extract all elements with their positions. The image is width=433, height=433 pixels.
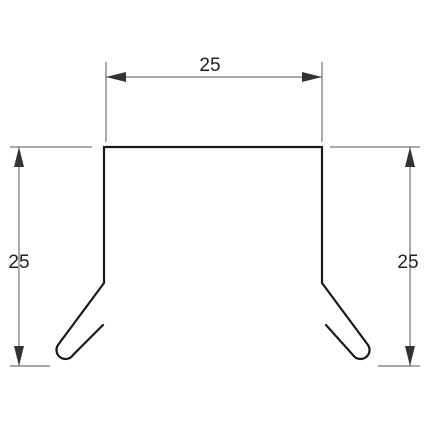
left-height-label: 25 (8, 252, 29, 273)
top-left-arrow (106, 72, 126, 82)
right-height-label: 25 (397, 252, 418, 273)
top-right-arrow (302, 72, 322, 82)
top-width-label: 25 (199, 55, 220, 76)
left-top-arrow (14, 147, 24, 167)
right-top-arrow (405, 147, 415, 167)
profile-outline (55, 145, 371, 361)
right-bottom-arrow (405, 346, 415, 366)
left-bottom-arrow (14, 346, 24, 366)
